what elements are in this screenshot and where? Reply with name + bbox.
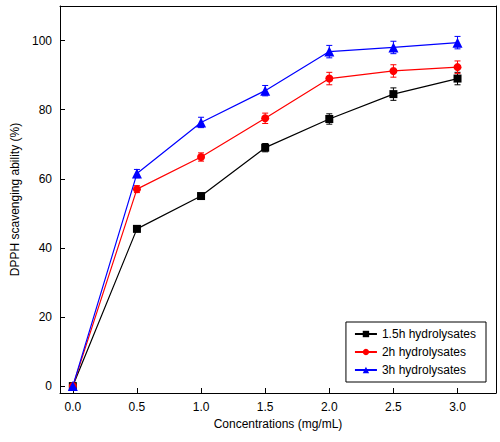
svg-text:60: 60 xyxy=(39,172,53,186)
svg-text:Concentrations (mg/mL): Concentrations (mg/mL) xyxy=(214,417,343,431)
svg-text:80: 80 xyxy=(39,103,53,117)
svg-text:100: 100 xyxy=(32,34,52,48)
svg-text:3h hydrolysates: 3h hydrolysates xyxy=(382,363,466,377)
svg-text:0: 0 xyxy=(45,379,52,393)
svg-text:1.0: 1.0 xyxy=(193,400,210,414)
svg-text:2.5: 2.5 xyxy=(385,400,402,414)
svg-text:1.5: 1.5 xyxy=(257,400,274,414)
svg-text:DPPH scavenging ability (%): DPPH scavenging ability (%) xyxy=(8,123,22,276)
svg-text:1.5h hydrolysates: 1.5h hydrolysates xyxy=(382,327,476,341)
svg-text:0.0: 0.0 xyxy=(64,400,81,414)
svg-text:0.5: 0.5 xyxy=(129,400,146,414)
svg-text:2h hydrolysates: 2h hydrolysates xyxy=(382,345,466,359)
svg-text:2.0: 2.0 xyxy=(321,400,338,414)
svg-text:3.0: 3.0 xyxy=(449,400,466,414)
svg-text:20: 20 xyxy=(39,310,53,324)
svg-text:40: 40 xyxy=(39,241,53,255)
